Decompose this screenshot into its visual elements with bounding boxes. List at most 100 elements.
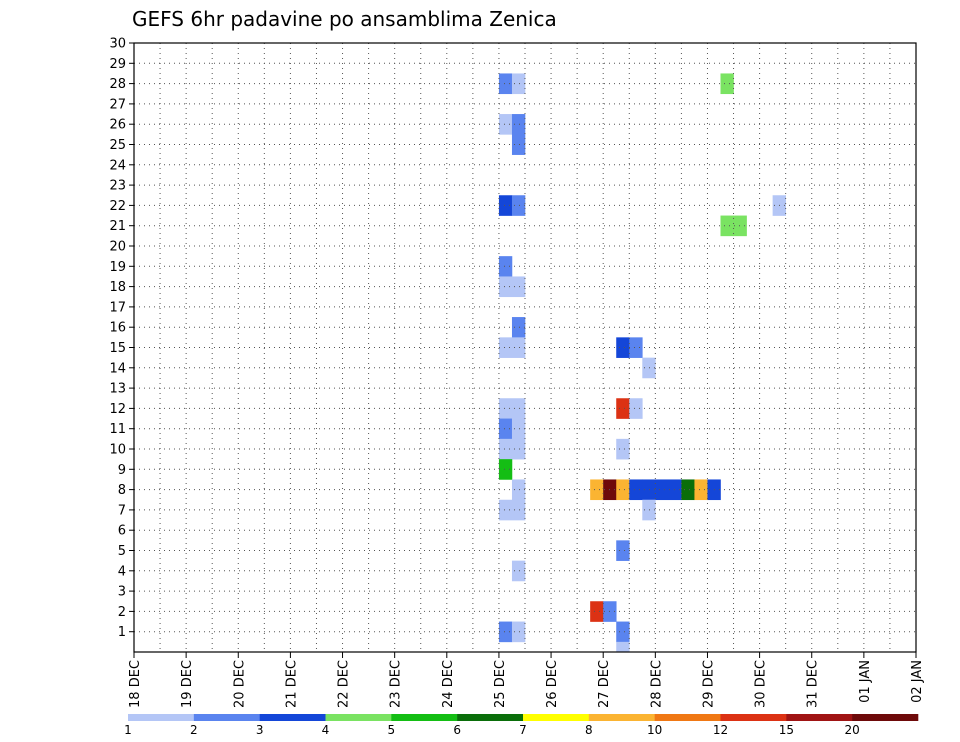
- heatmap-cell: [511, 73, 526, 95]
- legend-swatch: [128, 714, 195, 721]
- grid-lines: [134, 43, 916, 652]
- heatmap-cell: [642, 499, 656, 521]
- heatmap-cell: [498, 499, 526, 521]
- legend-swatch: [852, 714, 919, 721]
- heatmap-cell: [616, 479, 630, 501]
- y-tick-label: 4: [118, 564, 126, 579]
- legend-swatch: [654, 714, 721, 721]
- x-tick-label: 20 DEC: [232, 660, 247, 708]
- y-tick-label: 2: [118, 605, 126, 620]
- plot-cells: [498, 73, 786, 653]
- chart-title: GEFS 6hr padavine po ansamblima Zenica: [132, 7, 557, 31]
- y-tick-label: 19: [109, 260, 126, 275]
- x-axis: 18 DEC 19 DEC 20 DEC 21 DEC 22 DEC 23 DEC 24 D…: [128, 652, 925, 708]
- y-tick-label: 22: [109, 199, 126, 214]
- legend-swatch: [457, 714, 524, 721]
- x-tick-label: 28 DEC: [649, 660, 664, 708]
- y-tick-label: 6: [118, 524, 126, 539]
- legend-label: 2: [190, 723, 198, 737]
- legend-swatch: [588, 714, 655, 721]
- heatmap-cell: [616, 641, 630, 653]
- x-tick-label: 27 DEC: [597, 660, 612, 708]
- x-tick-label: 18 DEC: [128, 660, 143, 708]
- heatmap-cell: [498, 276, 526, 298]
- heatmap-cell: [642, 479, 682, 501]
- legend-label: 6: [453, 723, 461, 737]
- y-tick-label: 18: [109, 280, 126, 295]
- y-axis: 1234567891011121314151617181920212223242…: [109, 37, 134, 640]
- x-tick-label: 19 DEC: [180, 660, 195, 708]
- y-tick-label: 3: [118, 585, 126, 600]
- heatmap-cell: [616, 337, 630, 358]
- x-tick-label: 26 DEC: [545, 660, 560, 708]
- heatmap-cell: [616, 398, 630, 419]
- legend-swatch: [786, 714, 853, 721]
- legend-swatch: [325, 714, 392, 721]
- heatmap-cell: [694, 479, 708, 501]
- heatmap-cell: [590, 479, 604, 501]
- legend-swatch: [259, 714, 326, 721]
- x-tick-label: 31 DEC: [806, 660, 821, 708]
- heatmap-cell: [616, 621, 630, 643]
- x-tick-label: 29 DEC: [701, 660, 716, 708]
- y-tick-label: 13: [109, 382, 126, 397]
- heatmap-cell: [498, 438, 526, 460]
- y-tick-label: 21: [109, 219, 126, 234]
- y-tick-label: 11: [109, 422, 126, 437]
- heatmap-cell: [511, 195, 526, 216]
- y-tick-label: 27: [109, 97, 126, 112]
- x-tick-label: 23 DEC: [389, 660, 404, 708]
- y-tick-label: 29: [109, 57, 126, 72]
- x-tick-label: 21 DEC: [284, 660, 299, 708]
- y-tick-label: 17: [109, 300, 126, 315]
- legend-label: 8: [585, 723, 593, 737]
- y-tick-label: 26: [109, 118, 126, 133]
- heatmap-cell: [642, 357, 656, 379]
- y-tick-label: 14: [109, 361, 126, 376]
- heatmap-cell: [511, 317, 526, 338]
- heatmap-cell: [498, 398, 526, 419]
- y-tick-label: 1: [118, 625, 126, 640]
- heatmap-cell: [681, 479, 695, 501]
- y-tick-label: 16: [109, 321, 126, 336]
- heatmap-cell: [511, 560, 526, 582]
- heatmap-cell: [498, 621, 513, 643]
- heatmap-cell: [629, 479, 643, 501]
- legend-swatch: [720, 714, 787, 721]
- x-tick-label: 22 DEC: [337, 660, 352, 708]
- heatmap-cell: [616, 438, 630, 460]
- legend-swatch: [193, 714, 260, 721]
- heatmap-cell: [511, 418, 526, 440]
- legend-label: 3: [256, 723, 264, 737]
- legend-swatch: [523, 714, 590, 721]
- heatmap-cell: [498, 256, 513, 277]
- heatmap-cell: [498, 195, 513, 216]
- legend-label: 15: [779, 723, 794, 737]
- y-tick-label: 20: [109, 240, 126, 255]
- heatmap-cell: [720, 73, 734, 95]
- legend-label: 5: [388, 723, 396, 737]
- heatmap-cell: [498, 337, 526, 358]
- legend-label: 7: [519, 723, 527, 737]
- heatmap-cell: [616, 540, 630, 561]
- legend-label: 20: [845, 723, 860, 737]
- heatmap-cell: [498, 73, 513, 95]
- x-tick-label: 24 DEC: [441, 660, 456, 708]
- y-tick-label: 15: [109, 341, 126, 356]
- heatmap-cell: [498, 459, 513, 480]
- heatmap-cell: [720, 215, 747, 237]
- legend-label: 12: [713, 723, 728, 737]
- heatmap-cell: [629, 337, 643, 358]
- y-tick-label: 9: [118, 463, 126, 478]
- legend-label: 10: [647, 723, 662, 737]
- heatmap-cell: [498, 114, 513, 135]
- heatmap-cell: [511, 134, 526, 155]
- x-tick-label: 01 JAN: [858, 660, 873, 703]
- y-tick-label: 24: [109, 158, 126, 173]
- heatmap-cell: [511, 114, 526, 135]
- x-tick-label: 02 JAN: [910, 660, 925, 703]
- legend-label: 4: [322, 723, 330, 737]
- heatmap-cell: [511, 621, 526, 643]
- y-tick-label: 7: [118, 503, 126, 518]
- color-legend: 1 2 3 4 5 6 7 8 10 12 15 20: [124, 714, 919, 737]
